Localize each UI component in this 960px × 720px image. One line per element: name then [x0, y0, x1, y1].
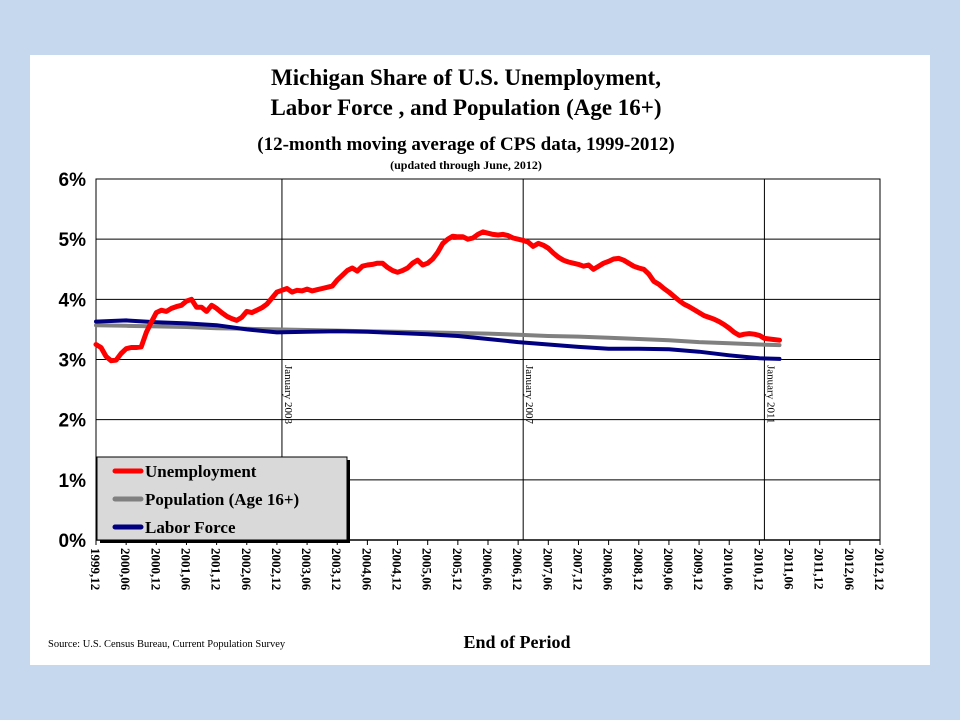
x-tick-label: 2010,12 [751, 548, 766, 590]
x-tick-label: 2011,06 [782, 548, 797, 590]
x-tick-label: 2009,06 [661, 548, 676, 591]
x-tick-label: 2002,06 [239, 548, 254, 591]
x-tick-label: 2004,12 [390, 548, 405, 590]
x-tick-label: 2004,06 [359, 548, 374, 591]
series-line [94, 318, 782, 361]
legend-label: Unemployment [145, 462, 257, 481]
chart-card: Michigan Share of U.S. Unemployment, Lab… [30, 55, 930, 665]
y-tick-label: 0% [59, 531, 87, 552]
x-tick-label: 2002,12 [269, 548, 284, 590]
x-tick-label: 2010,06 [721, 548, 736, 591]
x-tick-label: 2009,12 [691, 548, 706, 590]
x-tick-label: 2007,12 [570, 548, 585, 590]
legend-label: Labor Force [145, 518, 236, 537]
x-tick-label: 2001,12 [209, 548, 224, 590]
y-tick-label: 4% [59, 290, 87, 311]
marker-label: January 2007 [523, 365, 535, 424]
x-tick-label: 2003,06 [299, 548, 314, 591]
x-tick-label: 2001,06 [178, 548, 193, 591]
legend-label: Population (Age 16+) [145, 490, 299, 509]
x-tick-label: 2003,12 [329, 548, 344, 590]
series-line [94, 323, 782, 348]
y-tick-label: 1% [59, 471, 87, 492]
x-tick-label: 2000,06 [118, 548, 133, 591]
x-tick-label: 2011,12 [812, 548, 827, 590]
y-tick-label: 5% [59, 230, 87, 251]
y-tick-label: 6% [59, 170, 87, 191]
x-tick-label: 1999,12 [88, 548, 103, 590]
plot-area: 0% 1% 2% 3% 4% 5% 6% January 2003 January 2007 Ja… [59, 170, 887, 591]
x-tick-label: 2006,12 [510, 548, 525, 590]
y-tick-label: 3% [59, 351, 87, 372]
x-tick-label: 2005,12 [450, 548, 465, 590]
line-chart: Michigan Share of U.S. Unemployment, Lab… [48, 65, 887, 652]
x-tick-label: 2012,12 [872, 548, 887, 590]
x-tick-label: 2006,06 [480, 548, 495, 591]
source-note: Source: U.S. Census Bureau, Current Popu… [48, 639, 286, 650]
marker-label: January 2003 [282, 365, 294, 424]
chart-subtitle: (12-month moving average of CPS data, 19… [257, 134, 674, 155]
chart-title-line2: Labor Force , and Population (Age 16+) [270, 95, 661, 120]
x-tick-label: 2007,06 [540, 548, 555, 591]
series-line [93, 229, 782, 364]
x-tick-label: 2005,06 [420, 548, 435, 591]
x-tick-label: 2008,12 [631, 548, 646, 590]
marker-label: January 2011 [764, 365, 776, 424]
x-axis-title: End of Period [463, 632, 570, 652]
chart-subtitle2: (updated through June, 2012) [390, 158, 542, 172]
x-tick-label: 2000,12 [148, 548, 163, 590]
chart-title: Michigan Share of U.S. Unemployment, [271, 65, 661, 90]
x-tick-label: 2012,06 [842, 548, 857, 591]
y-tick-label: 2% [59, 411, 87, 432]
x-tick-label: 2008,06 [601, 548, 616, 591]
